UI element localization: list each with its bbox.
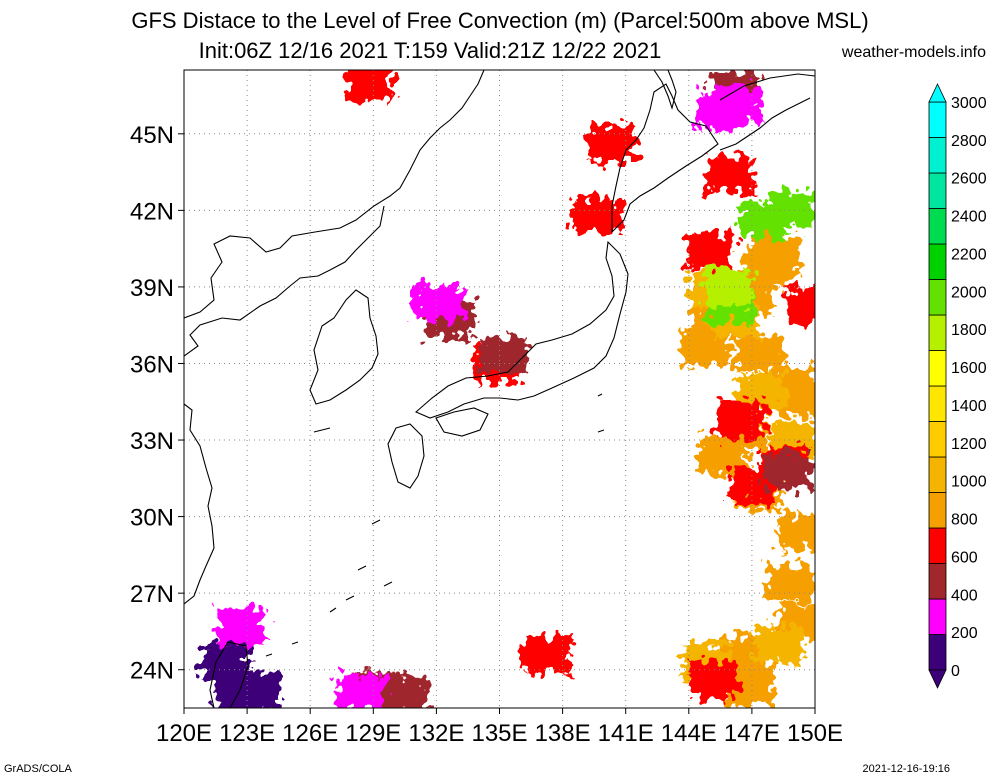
colorbar-segment [928,456,947,493]
colorbar-label: 1200 [951,436,987,453]
field-patch [767,192,815,229]
colorbar-segment [928,492,947,529]
field-patch [690,661,739,698]
colorbar-bottom-arrow [928,669,947,689]
lat-label: 36N [130,351,174,378]
colorbar-label: 3000 [951,95,987,112]
lon-label: 132E [408,720,464,747]
colorbar-segment [928,243,947,280]
colorbar-label: 2800 [951,133,987,150]
field-patch [685,233,734,270]
lon-label: 150E [787,720,843,747]
colorbar-segment [928,314,947,351]
field-patch [336,674,385,708]
colorbar-label: 1000 [951,474,987,491]
axis-ticks [178,133,816,714]
colorbar-segment [928,421,947,458]
colorbar-label: 200 [951,625,978,642]
colorbar-label: 2600 [951,171,987,188]
lat-label: 45N [130,122,174,149]
map-title: GFS Distace to the Level of Free Convect… [131,8,869,33]
field-patch [736,335,785,372]
field-patch [778,513,815,550]
field-patch [231,672,280,708]
colorbar-segment [928,208,947,245]
colorbar-segment [928,137,947,174]
colorbar-segment [928,385,947,422]
lon-label: 141E [598,720,654,747]
colorbar-segment [928,527,947,564]
colorbar-label: 2000 [951,284,987,301]
field-patch [765,564,814,601]
lon-label: 126E [282,720,338,747]
footer-timestamp: 2021-12-16-19:16 [862,763,950,775]
colorbar-label: 1800 [951,322,987,339]
lat-label: 42N [130,198,174,225]
colorbar [928,83,947,689]
colorbar-label: 2200 [951,246,987,263]
lat-label: 24N [130,658,174,685]
colorbar-label: 600 [951,549,978,566]
colorbar-label: 1600 [951,360,987,377]
site-credit: weather-models.info [841,44,986,61]
field-patch [216,608,265,645]
field-patch [717,401,766,438]
colorbar-labels: 0 200 400 600 800 1000 1200 1400 1600 1800 2000 220… [951,95,987,680]
lon-label: 144E [661,720,717,747]
colorbar-segment [928,598,947,635]
lon-label: 147E [724,720,780,747]
field-patch [586,126,635,163]
lat-label: 30N [130,505,174,532]
colorbar-label: 400 [951,587,978,604]
field-patch [380,677,429,708]
lon-label: 129E [345,720,401,747]
field-patch [763,452,812,489]
field-patch [698,437,747,474]
lon-axis-labels: 120E 123E 126E 129E 132E 135E 138E 141E 144E 147E… [156,720,843,747]
colorbar-segment [928,350,947,387]
footer-software: GrADS/COLA [4,763,72,775]
lon-label: 138E [535,720,591,747]
field-patch [414,284,463,321]
coastlines [184,70,815,708]
lon-label: 123E [219,720,275,747]
colorbar-segment [928,101,947,138]
field-patch [696,92,745,129]
convection-field [202,70,815,708]
field-patch [704,268,753,305]
colorbar-label: 1400 [951,398,987,415]
colorbar-top-arrow [928,83,947,103]
colorbar-label: 0 [951,663,960,680]
colorbar-label: 800 [951,512,978,529]
lon-label: 120E [156,720,212,747]
field-patch [523,636,572,673]
lat-label: 39N [130,275,174,302]
lat-label: 33N [130,428,174,455]
field-patch [345,70,394,101]
field-patch [706,156,755,193]
lon-label: 135E [471,720,527,747]
colorbar-label: 2400 [951,209,987,226]
colorbar-segment [928,279,947,316]
field-patch [786,286,815,323]
colorbar-segment [928,634,947,671]
field-patch [755,626,804,663]
colorbar-segment [928,172,947,209]
lat-label: 27N [130,581,174,608]
field-patch [479,337,528,374]
colorbar-segment [928,563,947,600]
map-subtitle: Init:06Z 12/16 2021 T:159 Valid:21Z 12/2… [198,38,662,63]
lat-axis-labels: 24N 27N 30N 33N 36N 39N 42N 45N [130,122,174,685]
